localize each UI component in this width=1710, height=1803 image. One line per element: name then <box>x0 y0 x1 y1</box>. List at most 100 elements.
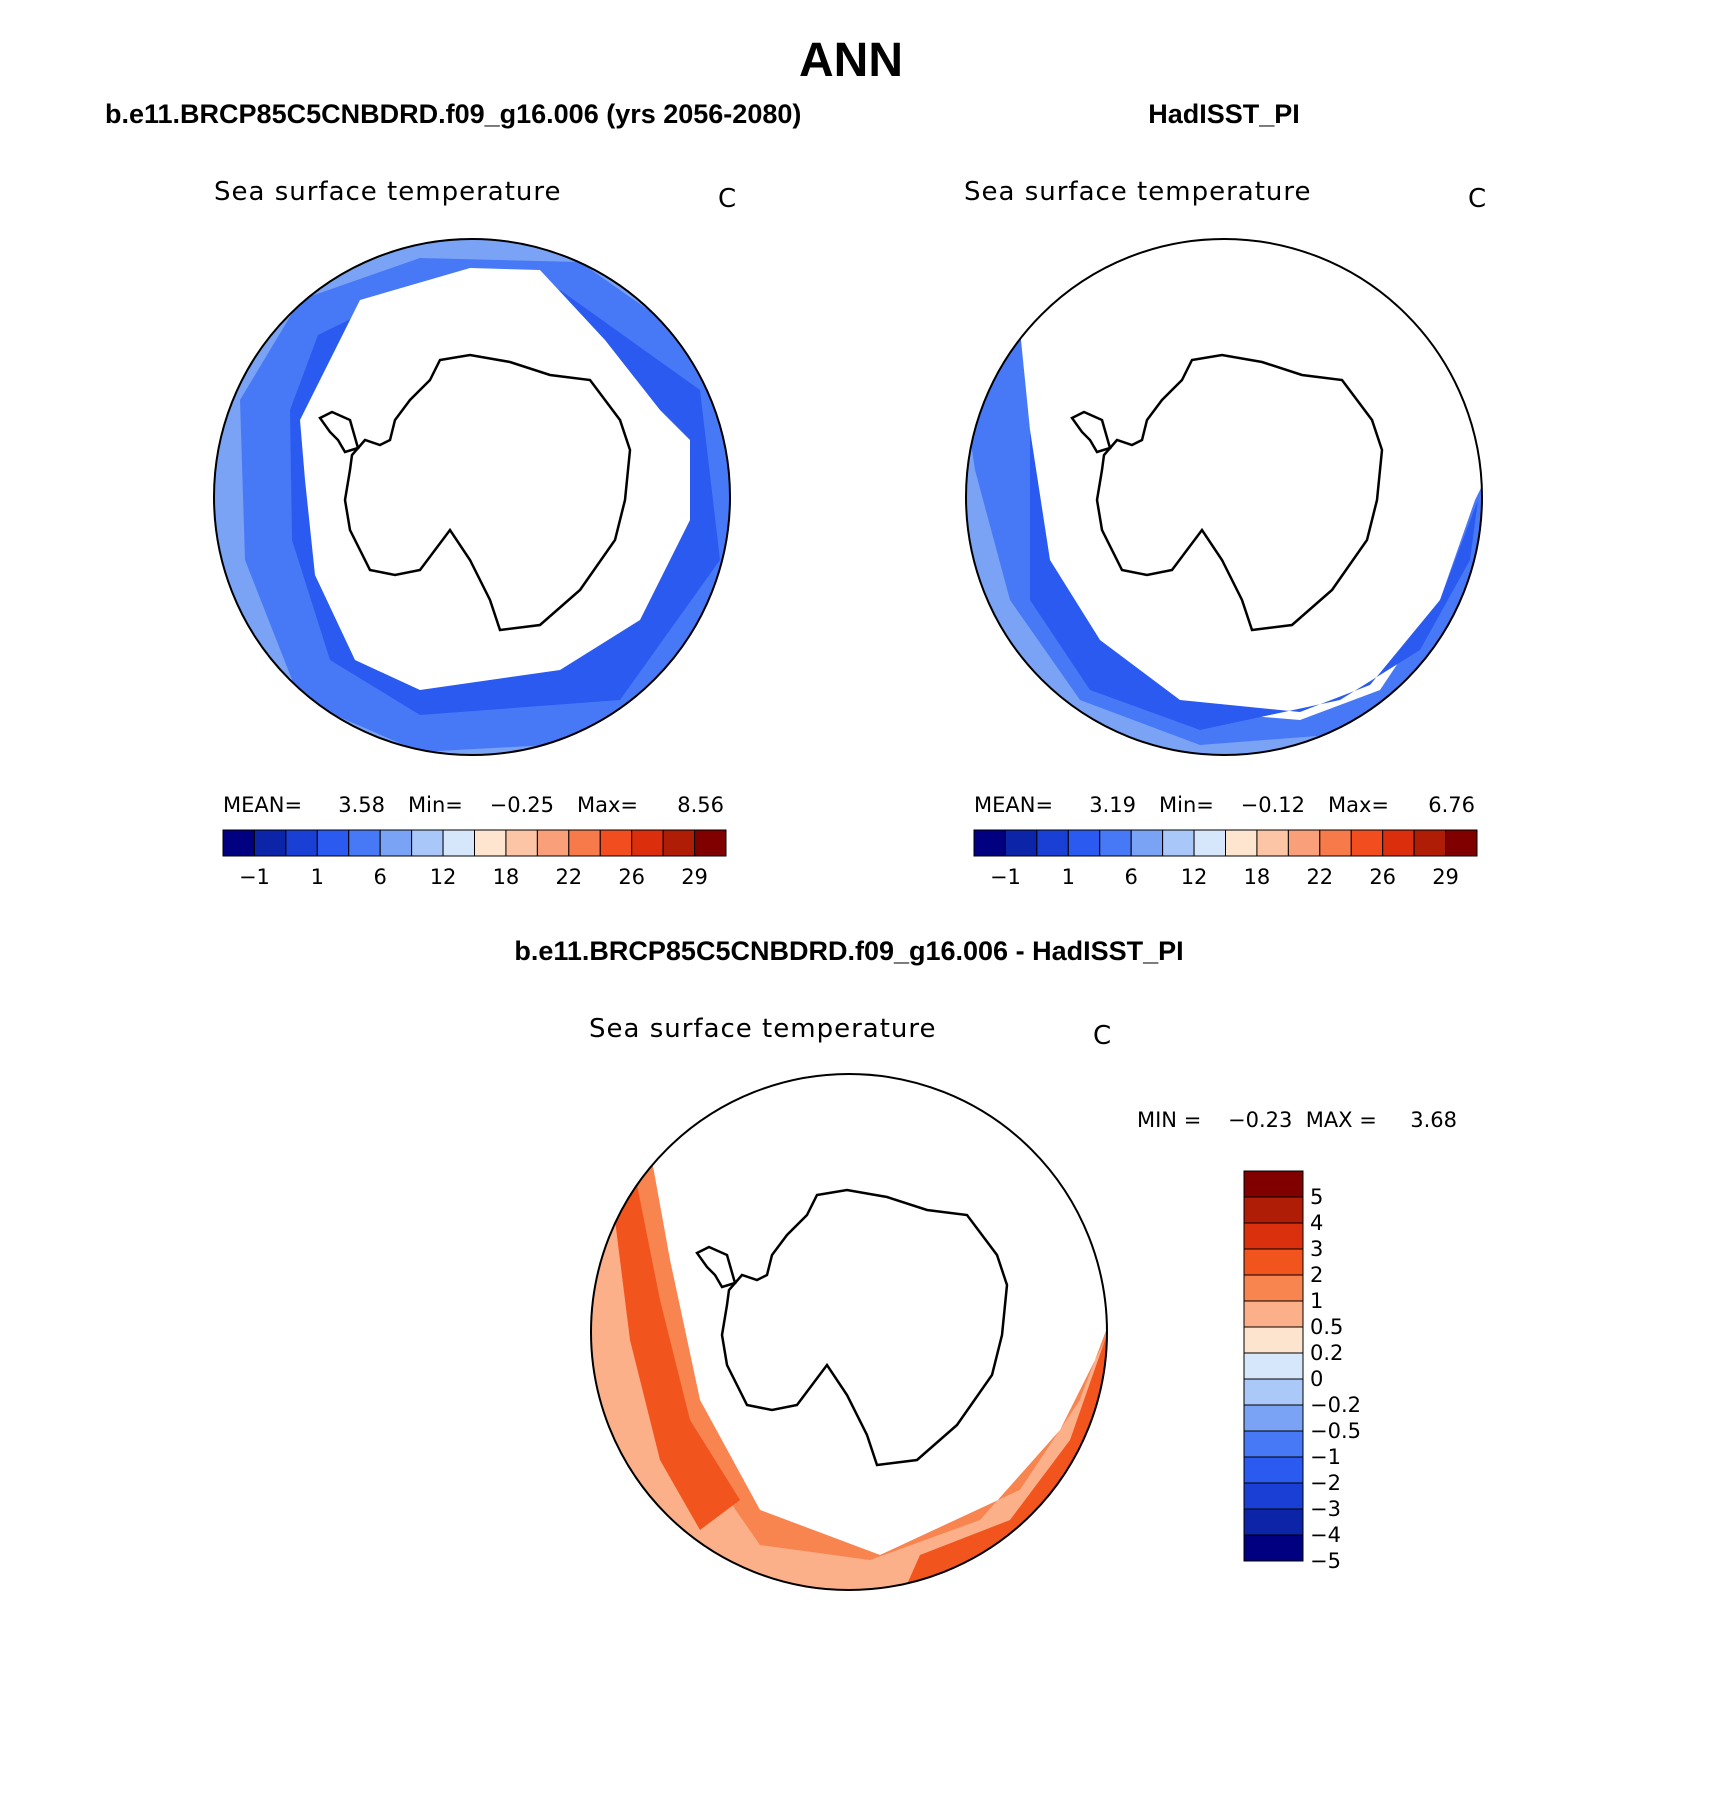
colorbar-swatch <box>1243 1378 1304 1406</box>
colorbar-swatch <box>631 829 664 857</box>
panel-obs-max-label: Max= <box>1328 793 1389 817</box>
colorbar-swatch <box>1350 829 1384 857</box>
colorbar-swatch <box>599 829 633 857</box>
panel-model-title: b.e11.BRCP85C5CNBDRD.f09_g16.006 (yrs 20… <box>105 99 801 129</box>
colorbar-tick-label: 1 <box>311 865 324 889</box>
panel-model-units: C <box>718 184 736 214</box>
colorbar-swatch <box>379 829 413 857</box>
colorbar-tick-label: 0 <box>1310 1367 1323 1391</box>
map-diff-border <box>590 1073 1108 1591</box>
panel-model-max-value: 8.56 <box>677 793 724 817</box>
sea-ice-area <box>300 268 690 690</box>
colorbar-swatch <box>1382 829 1415 857</box>
colorbar-tick-label: −1 <box>239 865 270 889</box>
colorbar-swatch <box>1193 829 1226 857</box>
colorbar-swatch <box>474 829 507 857</box>
colorbar-tick-label: 5 <box>1310 1185 1323 1209</box>
colorbar-tick-label: −3 <box>1310 1497 1341 1521</box>
colorbar-tick-label: 22 <box>555 865 582 889</box>
antarctic-peninsula <box>695 1245 737 1289</box>
panel-model: b.e11.BRCP85C5CNBDRD.f09_g16.006 (yrs 20… <box>105 99 801 889</box>
panel-diff-title: b.e11.BRCP85C5CNBDRD.f09_g16.006 - HadIS… <box>514 936 1183 966</box>
colorbar-tick-label: 0.2 <box>1310 1341 1343 1365</box>
colorbar-swatch <box>1243 1326 1304 1354</box>
colorbar-swatch <box>973 829 1006 857</box>
colorbar-swatch <box>1243 1534 1304 1562</box>
colorbar-swatch <box>1036 829 1069 857</box>
colorbar-swatch <box>662 829 696 857</box>
colorbar-tick-label: 12 <box>430 865 457 889</box>
panel-obs-variable: Sea surface temperature <box>964 177 1311 207</box>
panel-obs-title: HadISST_PI <box>1148 99 1300 129</box>
panel-model-variable: Sea surface temperature <box>214 177 561 207</box>
colorbar-swatch <box>285 829 318 857</box>
colorbar-swatch <box>253 829 287 857</box>
colorbar-model: −1 1 6 12 18 22 26 29 <box>222 829 727 889</box>
colorbar-swatch <box>222 829 255 857</box>
colorbar-tick-label: 6 <box>1125 865 1138 889</box>
colorbar-swatch <box>1243 1404 1304 1432</box>
map-obs-border <box>965 238 1483 756</box>
panel-obs-min-value: −0.12 <box>1241 793 1305 817</box>
panel-obs: HadISST_PI Sea surface temperature C MEA… <box>964 99 1486 889</box>
panel-model-mean-value: 3.58 <box>338 793 385 817</box>
panel-model-min-label: Min= <box>408 793 463 817</box>
colorbar-tick-label: 4 <box>1310 1211 1323 1235</box>
colorbar-tick-label: −5 <box>1310 1549 1341 1573</box>
colorbar-tick-label: 1 <box>1310 1289 1323 1313</box>
colorbar-tick-label: 12 <box>1181 865 1208 889</box>
colorbar-swatch <box>1243 1196 1304 1224</box>
colorbar-swatch <box>1004 829 1038 857</box>
colorbar-swatch <box>1243 1300 1304 1328</box>
colorbar-tick-label: −4 <box>1310 1523 1341 1547</box>
panel-model-max-label: Max= <box>577 793 638 817</box>
colorbar-tick-label: 26 <box>618 865 645 889</box>
colorbar-tick-label: −1 <box>990 865 1021 889</box>
colorbar-swatch <box>1243 1274 1304 1302</box>
colorbar-swatch <box>1243 1222 1304 1250</box>
panel-diff-units: C <box>1093 1021 1111 1051</box>
colorbar-swatch <box>442 829 475 857</box>
colorbar-tick-label: 29 <box>1432 865 1459 889</box>
antarctica-coastline <box>1095 353 1384 632</box>
colorbar-swatch <box>348 829 381 857</box>
colorbar-tick-label: 6 <box>374 865 387 889</box>
colorbar-swatch <box>1099 829 1132 857</box>
panel-model-min-value: −0.25 <box>490 793 554 817</box>
colorbar-swatch <box>1243 1170 1304 1198</box>
colorbar-tick-label: −1 <box>1310 1445 1341 1469</box>
map-obs <box>966 239 1482 755</box>
figure-title: ANN <box>799 34 903 87</box>
colorbar-swatch <box>1445 829 1478 857</box>
colorbar-swatch <box>568 829 601 857</box>
colorbar-tick-label: 22 <box>1306 865 1333 889</box>
colorbar-swatch <box>1067 829 1101 857</box>
panel-obs-max-value: 6.76 <box>1428 793 1475 817</box>
colorbar-tick-label: 0.5 <box>1310 1315 1343 1339</box>
colorbar-swatch <box>1287 829 1321 857</box>
colorbar-swatch <box>1319 829 1352 857</box>
antarctica-coastline <box>720 1188 1009 1467</box>
colorbar-swatch <box>1243 1456 1304 1484</box>
colorbar-swatch <box>1243 1482 1304 1510</box>
colorbar-swatch <box>1243 1430 1304 1458</box>
panel-obs-units: C <box>1468 184 1486 214</box>
panel-obs-mean-label: MEAN= <box>974 793 1053 817</box>
colorbar-swatch <box>1243 1248 1304 1276</box>
colorbar-tick-label: −0.5 <box>1310 1419 1361 1443</box>
colorbar-tick-label: 18 <box>1244 865 1271 889</box>
colorbar-obs: −1 1 6 12 18 22 26 29 <box>973 829 1478 889</box>
colorbar-swatch <box>1130 829 1164 857</box>
diff-west-band <box>591 1150 740 1530</box>
antarctic-peninsula <box>1070 410 1112 454</box>
colorbar-swatch <box>694 829 727 857</box>
colorbar-swatch <box>1243 1352 1304 1380</box>
colorbar-tick-label: −2 <box>1310 1471 1341 1495</box>
colorbar-tick-label: 2 <box>1310 1263 1323 1287</box>
map-model <box>214 239 730 755</box>
colorbar-swatch <box>1243 1508 1304 1536</box>
panel-diff-stats: MIN = −0.23 MAX = 3.68 <box>1137 1108 1457 1132</box>
colorbar-tick-label: 18 <box>493 865 520 889</box>
